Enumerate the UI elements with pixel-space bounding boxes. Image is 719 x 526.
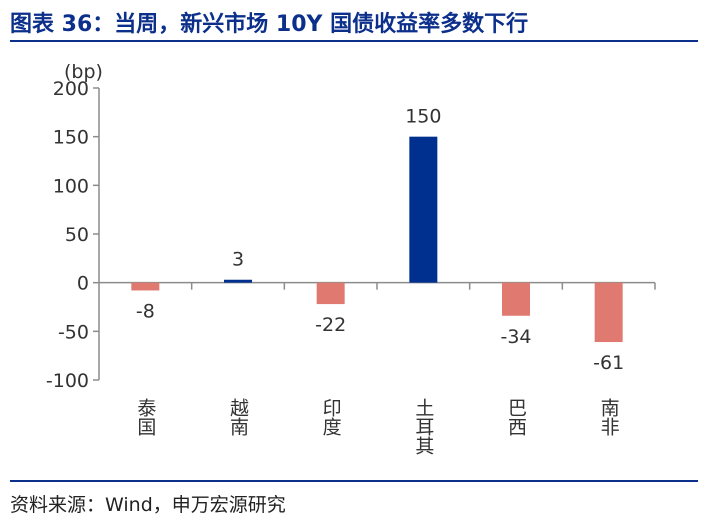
bar-越南 bbox=[224, 279, 252, 283]
y-tick-label: 100 bbox=[53, 175, 89, 197]
bar-巴西 bbox=[502, 282, 530, 316]
x-tick-label: 泰国 bbox=[134, 398, 156, 436]
y-tick-label: 150 bbox=[53, 127, 89, 149]
y-tick-label: 50 bbox=[65, 224, 89, 246]
title-divider bbox=[10, 40, 698, 42]
bar-土耳其 bbox=[409, 136, 438, 283]
y-tick-label: -100 bbox=[46, 370, 89, 392]
x-tick-label: 越南 bbox=[227, 398, 249, 436]
bar-南非 bbox=[594, 282, 623, 343]
bar-泰国 bbox=[131, 282, 160, 291]
data-label: -8 bbox=[136, 300, 155, 322]
data-label: -61 bbox=[593, 352, 624, 374]
x-tick-label: 南非 bbox=[598, 398, 620, 436]
data-label: 3 bbox=[232, 249, 244, 271]
chart-title: 图表 36：当周，新兴市场 10Y 国债收益率多数下行 bbox=[10, 12, 529, 37]
y-tick-label: 0 bbox=[77, 273, 89, 295]
y-tick-label: 200 bbox=[53, 78, 89, 100]
x-tick-label: 巴西 bbox=[505, 398, 527, 436]
y-tick-label: -50 bbox=[58, 321, 89, 343]
bar-印度 bbox=[316, 282, 345, 305]
bar-chart: (bp)200 150 100 50 0 -50 -100 -8 泰国 3 越南 -22 印度 150 土耳… bbox=[46, 61, 656, 455]
x-tick-label: 土耳其 bbox=[412, 398, 434, 455]
data-label: 150 bbox=[405, 106, 441, 128]
x-tick-label: 印度 bbox=[320, 398, 342, 436]
footer-divider bbox=[10, 480, 698, 482]
data-label: -34 bbox=[500, 326, 531, 348]
y-axis-unit: (bp) bbox=[64, 61, 103, 83]
source-note: 资料来源：Wind，申万宏源研究 bbox=[10, 494, 286, 516]
data-label: -22 bbox=[315, 314, 346, 336]
